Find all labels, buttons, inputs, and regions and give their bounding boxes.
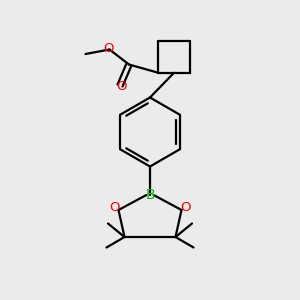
Text: O: O [110,201,120,214]
Text: O: O [104,41,114,55]
Text: B: B [145,188,155,202]
Text: O: O [116,80,127,94]
Text: O: O [180,201,190,214]
